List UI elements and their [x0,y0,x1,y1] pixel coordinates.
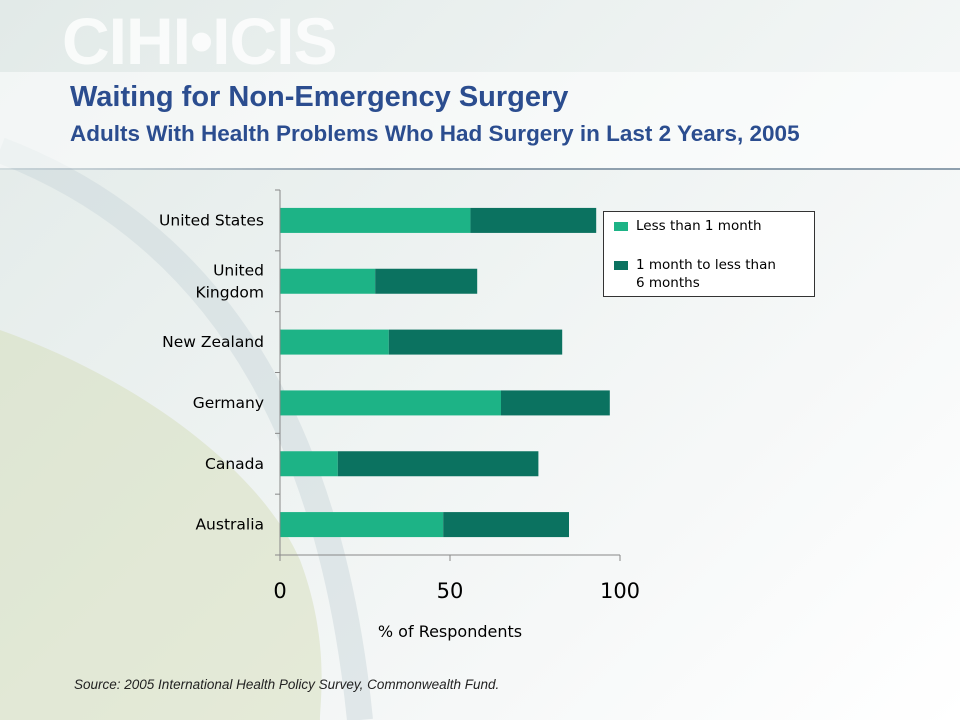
cihi-logo: CIHI•ICIS [62,4,337,78]
bar-segment-0-5 [280,512,444,538]
bars-group [280,207,610,538]
bar-segment-1-0 [470,207,597,233]
category-label: United [213,261,264,279]
category-label: Canada [205,455,264,473]
x-axis-title: % of Respondents [378,622,522,641]
chart-legend: Less than 1 month 1 month to less than 6… [603,211,815,297]
background-swoosh [0,330,322,720]
legend-swatch-1-to-6-months [614,261,628,270]
x-tick-label: 0 [273,579,286,603]
slide-title: Waiting for Non-Emergency Surgery [70,81,569,113]
bar-segment-1-4 [337,451,539,477]
bar-segment-0-2 [280,329,389,355]
x-axis-ticks: 0 50 100 [273,555,640,603]
legend-label: 1 month to less than 6 months [636,257,811,292]
bar-segment-0-3 [280,390,501,416]
bar-segment-0-0 [280,207,471,233]
x-tick-label: 50 [437,579,464,603]
slide-subtitle: Adults With Health Problems Who Had Surg… [70,121,800,146]
legend-label-line: 6 months [636,274,700,291]
legend-label: Less than 1 month [636,218,762,234]
bar-segment-1-5 [443,512,569,538]
bar-segment-1-1 [375,268,478,294]
background-arc [0,137,373,720]
category-label: New Zealand [162,333,264,351]
category-label: Germany [193,394,264,412]
legend-swatch-less-than-1-month [614,222,628,231]
category-labels: United States United Kingdom New Zealand Ger… [159,211,264,533]
y-axis-ticks [275,189,280,556]
category-label: Kingdom [195,283,264,301]
x-tick-label: 100 [600,579,640,603]
header-rule [0,168,960,170]
header-band [0,72,960,168]
category-label: United States [159,211,264,229]
source-note: Source: 2005 International Health Policy… [74,677,500,692]
legend-item-less-than-1-month: Less than 1 month [614,218,811,236]
bar-segment-0-4 [280,451,338,477]
bar-segment-1-3 [501,390,610,416]
bar-segment-0-1 [280,268,376,294]
legend-label-line: 1 month to less than [636,257,776,273]
category-label: Australia [195,516,264,534]
bar-segment-1-2 [388,329,563,355]
legend-item-1-to-6-months: 1 month to less than 6 months [614,257,811,292]
